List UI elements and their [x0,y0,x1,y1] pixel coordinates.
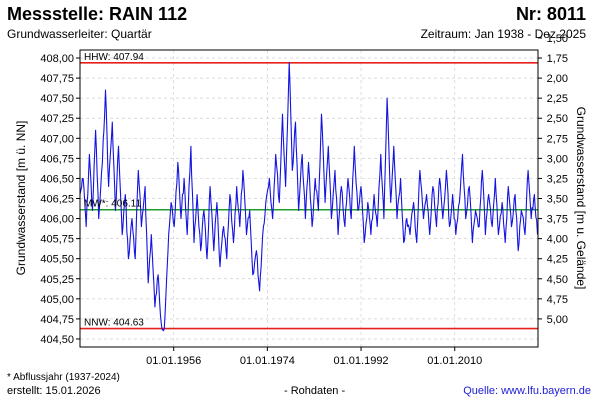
y-tick-label: 408,00 [40,53,74,65]
period-label: Zeitraum: Jan 1938 - Dez 2025 [420,27,586,41]
y-tick-label: 407,50 [40,93,74,105]
reference-label: HHW: 407.94 [84,52,144,63]
y-right-tick-label: 4,00 [547,234,568,246]
y-right-tick-label: 4,75 [547,294,568,306]
y-right-tick-label: 3,25 [547,173,568,185]
groundwater-series-line [79,62,539,332]
y-right-tick-label: 2,75 [547,133,568,145]
y-tick-label: 406,25 [40,194,74,206]
y-right-tick-label: 1,75 [547,53,568,65]
reference-label: NNW: 404.63 [84,318,144,329]
x-tick-label: 01.01.1974 [240,355,295,367]
raw-data-label: - Rohdaten - [284,385,346,397]
y-tick-label: 406,00 [40,214,74,226]
y-right-tick-label: 5,00 [547,314,568,326]
y-right-tick-label: 1,50 [547,33,568,45]
y-tick-label: 406,50 [40,173,74,185]
y-tick-label: 407,75 [40,73,74,85]
aquifer-label: Grundwasserleiter: Quartär [7,27,152,41]
x-axis-ticks: 01.01.1956 01.01.1974 01.01.1992 01.01.2010 [146,347,482,367]
y-right-tick-label: 3,50 [547,194,568,206]
y-right-tick-label: 2,00 [547,73,568,85]
station-title: Messstelle: RAIN 112 [7,4,188,24]
y-axis-right-ticks: 1,50 1,75 2,00 2,25 2,50 2,75 3,00 3,25 3,50 3,75… [538,33,568,326]
y-tick-label: 406,75 [40,153,74,165]
y-tick-label: 405,50 [40,254,74,266]
y-axis-right-label: Grundwasserstand [m u. Gelände] [574,107,588,290]
reference-label: MW*: 406.11 [84,199,141,210]
source-link[interactable]: Quelle: www.lfu.bayern.de [463,385,591,397]
x-tick-label: 01.01.1956 [146,355,201,367]
hydrological-year-note: * Abflussjahr (1937-2024) [7,372,120,383]
y-right-tick-label: 3,75 [547,214,568,226]
station-number: Nr: 8011 [515,4,586,24]
y-right-tick-label: 2,25 [547,93,568,105]
reference-lines [80,62,538,330]
y-tick-label: 407,25 [40,113,74,125]
y-right-tick-label: 2,50 [547,113,568,125]
y-tick-label: 404,50 [40,334,74,346]
created-date: erstellt: 15.01.2026 [7,385,101,397]
y-tick-label: 405,25 [40,274,74,286]
y-tick-label: 404,75 [40,314,74,326]
reference-labels: HHW: 407.94 MW*: 406.11 NNW: 404.63 [84,52,144,329]
y-tick-label: 405,75 [40,234,74,246]
y-tick-label: 405,00 [40,294,74,306]
chart-grid [80,50,538,347]
y-right-tick-label: 3,00 [547,153,568,165]
y-right-tick-label: 4,50 [547,274,568,286]
x-tick-label: 01.01.1992 [334,355,389,367]
y-axis-label: Grundwasserstand [m ü. NN] [14,121,28,276]
y-tick-label: 407,00 [40,133,74,145]
x-tick-label: 01.01.2010 [427,355,482,367]
y-right-tick-label: 4,25 [547,254,568,266]
y-axis-ticks: 404,50 404,75 405,00 405,25 405,50 405,75 406,… [40,53,80,346]
series-group [79,62,539,332]
